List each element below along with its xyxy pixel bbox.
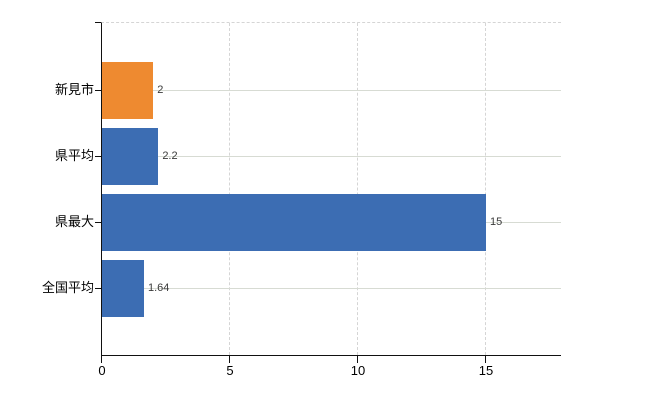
y-axis-tick [95, 90, 101, 91]
plot-area: 2 2.2 15 1.64 新見市県平均県最大全国平均 0 5 10 15 [42, 22, 561, 378]
x-axis-tick [485, 356, 486, 363]
bar-value-label: 15 [490, 216, 503, 228]
x-tick-label: 5 [226, 363, 234, 378]
y-axis-tick [95, 156, 101, 157]
bar [102, 259, 144, 317]
bar [102, 127, 159, 185]
gridline-vertical [229, 23, 230, 355]
bar-value-label: 2 [157, 84, 164, 96]
bar [102, 61, 154, 119]
x-tick-label: 15 [478, 363, 494, 378]
x-tick-label: 10 [350, 363, 366, 378]
gridline-vertical [485, 23, 486, 355]
x-axis-tick [229, 356, 230, 363]
y-axis-tick [95, 222, 101, 223]
gridline-horizontal [102, 156, 561, 157]
y-axis-tick [95, 288, 101, 289]
bar-value-label: 2.2 [162, 150, 178, 162]
y-axis-end-tick [95, 22, 101, 23]
x-axis-tick [101, 356, 102, 363]
category-label: 新見市 [54, 82, 94, 97]
bar [102, 193, 486, 251]
bar-value-label: 1.64 [147, 282, 170, 294]
x-tick-label: 0 [98, 363, 106, 378]
x-axis-tick [357, 356, 358, 363]
gridline-horizontal [102, 90, 561, 91]
category-label: 全国平均 [41, 280, 94, 295]
category-label: 県平均 [54, 148, 94, 163]
gridline-horizontal [102, 288, 561, 289]
gridline-vertical [357, 23, 358, 355]
category-label: 県最大 [54, 214, 94, 229]
